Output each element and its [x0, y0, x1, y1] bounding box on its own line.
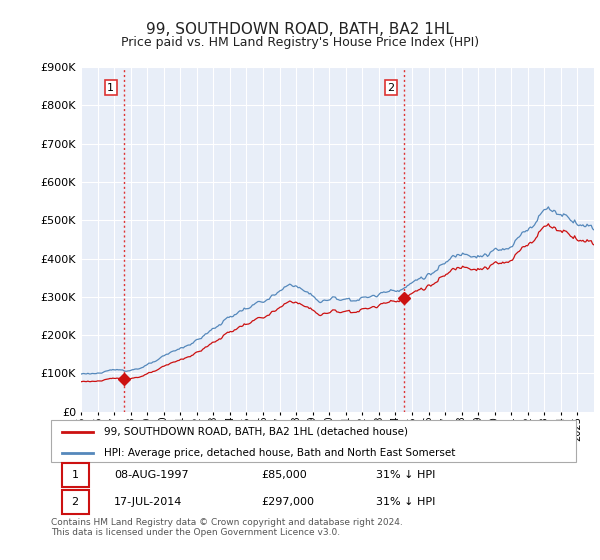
- Text: £297,000: £297,000: [261, 497, 314, 507]
- Text: £85,000: £85,000: [261, 470, 307, 480]
- FancyBboxPatch shape: [62, 490, 89, 514]
- Text: 99, SOUTHDOWN ROAD, BATH, BA2 1HL (detached house): 99, SOUTHDOWN ROAD, BATH, BA2 1HL (detac…: [104, 427, 407, 437]
- Text: 1: 1: [107, 83, 114, 93]
- Text: HPI: Average price, detached house, Bath and North East Somerset: HPI: Average price, detached house, Bath…: [104, 448, 455, 458]
- Text: 2: 2: [388, 83, 395, 93]
- Text: 31% ↓ HPI: 31% ↓ HPI: [377, 470, 436, 480]
- Text: 99, SOUTHDOWN ROAD, BATH, BA2 1HL: 99, SOUTHDOWN ROAD, BATH, BA2 1HL: [146, 22, 454, 38]
- Text: 31% ↓ HPI: 31% ↓ HPI: [377, 497, 436, 507]
- Text: Contains HM Land Registry data © Crown copyright and database right 2024.
This d: Contains HM Land Registry data © Crown c…: [51, 518, 403, 538]
- FancyBboxPatch shape: [51, 420, 576, 462]
- Text: 08-AUG-1997: 08-AUG-1997: [114, 470, 188, 480]
- Text: Price paid vs. HM Land Registry's House Price Index (HPI): Price paid vs. HM Land Registry's House …: [121, 36, 479, 49]
- Text: 17-JUL-2014: 17-JUL-2014: [114, 497, 182, 507]
- Text: 2: 2: [71, 497, 79, 507]
- FancyBboxPatch shape: [62, 463, 89, 487]
- Text: 1: 1: [71, 470, 79, 480]
